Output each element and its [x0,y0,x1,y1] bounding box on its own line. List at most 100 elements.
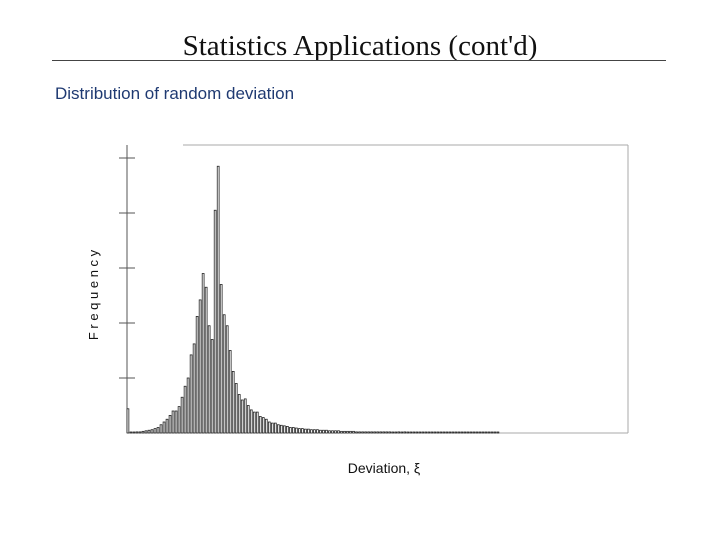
slide-subtitle: Distribution of random deviation [55,84,295,103]
histogram-bar [298,428,301,434]
histogram-bars [126,165,500,434]
histogram-bar [403,431,407,434]
histogram-bar [289,427,292,434]
histogram-bar [198,299,202,434]
histogram-bar [240,399,244,434]
histogram-bar [478,431,482,434]
histogram-bar [252,411,256,434]
histogram-bar [283,425,286,434]
histogram-bar [228,350,232,434]
histogram-bar [421,431,425,434]
histogram-bar [162,421,166,434]
histogram-bar [400,431,404,434]
histogram-bar [261,417,265,434]
histogram-bar [186,377,190,434]
histogram-bar [430,431,434,434]
histogram-bar [171,410,175,434]
histogram-bar [153,428,157,434]
histogram-bar [406,431,410,434]
histogram-bar [463,431,467,434]
histogram-bar [150,429,154,434]
histogram-bar [388,431,391,434]
histogram-bar [264,418,268,434]
histogram-bar [469,431,473,434]
histogram-bar [286,425,289,434]
histogram-bar [129,431,133,434]
histogram-bar [424,431,428,434]
histogram-bar [364,431,367,434]
histogram-bar [409,431,413,434]
histogram-bar [273,422,277,434]
histogram-bar [304,428,307,434]
histogram-bar [496,431,500,434]
histogram-bar [385,431,388,434]
histogram-bar [325,429,328,434]
histogram-bar [180,396,184,434]
histogram-bar [126,408,130,434]
histogram-bar [367,431,370,434]
histogram-bar [490,431,494,434]
histogram-bar [213,209,217,434]
histogram-bar [328,430,331,434]
histogram-bar [376,431,379,434]
histogram-bar [433,431,437,434]
histogram-bar [319,429,322,434]
histogram-bar [340,430,343,434]
histogram-bar [442,431,446,434]
histogram-bar [234,383,238,434]
histogram-bar [270,422,274,434]
histogram-bar [174,410,178,434]
histogram-bar [237,394,241,434]
histogram-bar [487,431,491,434]
histogram-bar [361,431,364,434]
histogram-bar [439,431,443,434]
histogram-bar [292,427,295,434]
histogram-bar [379,431,382,434]
histogram-bar [493,431,497,434]
histogram-bar [276,424,280,434]
histogram-bar [222,314,226,434]
histogram-bar [481,431,485,434]
histogram-bar [231,370,235,434]
histogram-bar [204,286,208,434]
histogram-bar [466,431,470,434]
histogram-bar [307,428,310,434]
histogram-bar [445,431,449,434]
histogram-bar [156,427,160,434]
histogram-bar [165,418,169,434]
title-divider [52,60,666,61]
histogram-bar [135,431,139,434]
slide-title: Statistics Applications (cont'd) [182,30,538,62]
histogram-bar [258,416,262,434]
histogram-bar [358,431,361,434]
histogram-bar [334,430,337,434]
histogram-bar [448,431,452,434]
histogram-bar [219,284,223,434]
histogram-bar [189,354,193,434]
histogram-bar [183,385,187,434]
histogram-bar [295,427,298,434]
y-axis-ticks [119,157,135,379]
x-axis-label: Deviation, ξ [348,460,420,476]
histogram-bar [249,409,253,434]
histogram-bar [391,431,394,434]
histogram-bar [177,406,181,434]
histogram-bar [313,429,316,434]
histogram-bar [472,431,476,434]
histogram-bar [460,431,464,434]
histogram-bar [144,430,148,434]
histogram-bar [436,431,440,434]
histogram-bar [322,429,325,434]
histogram-bar [246,405,250,434]
histogram-bar [349,430,352,434]
histogram-bar [255,411,259,434]
histogram-bar [159,424,163,434]
histogram-bar [397,431,401,434]
histogram-bar [280,424,283,434]
histogram-bar [484,431,488,434]
histogram-bar [418,431,422,434]
histogram-bar [451,431,455,434]
histogram-bar [147,429,151,434]
histogram-bar [475,431,479,434]
